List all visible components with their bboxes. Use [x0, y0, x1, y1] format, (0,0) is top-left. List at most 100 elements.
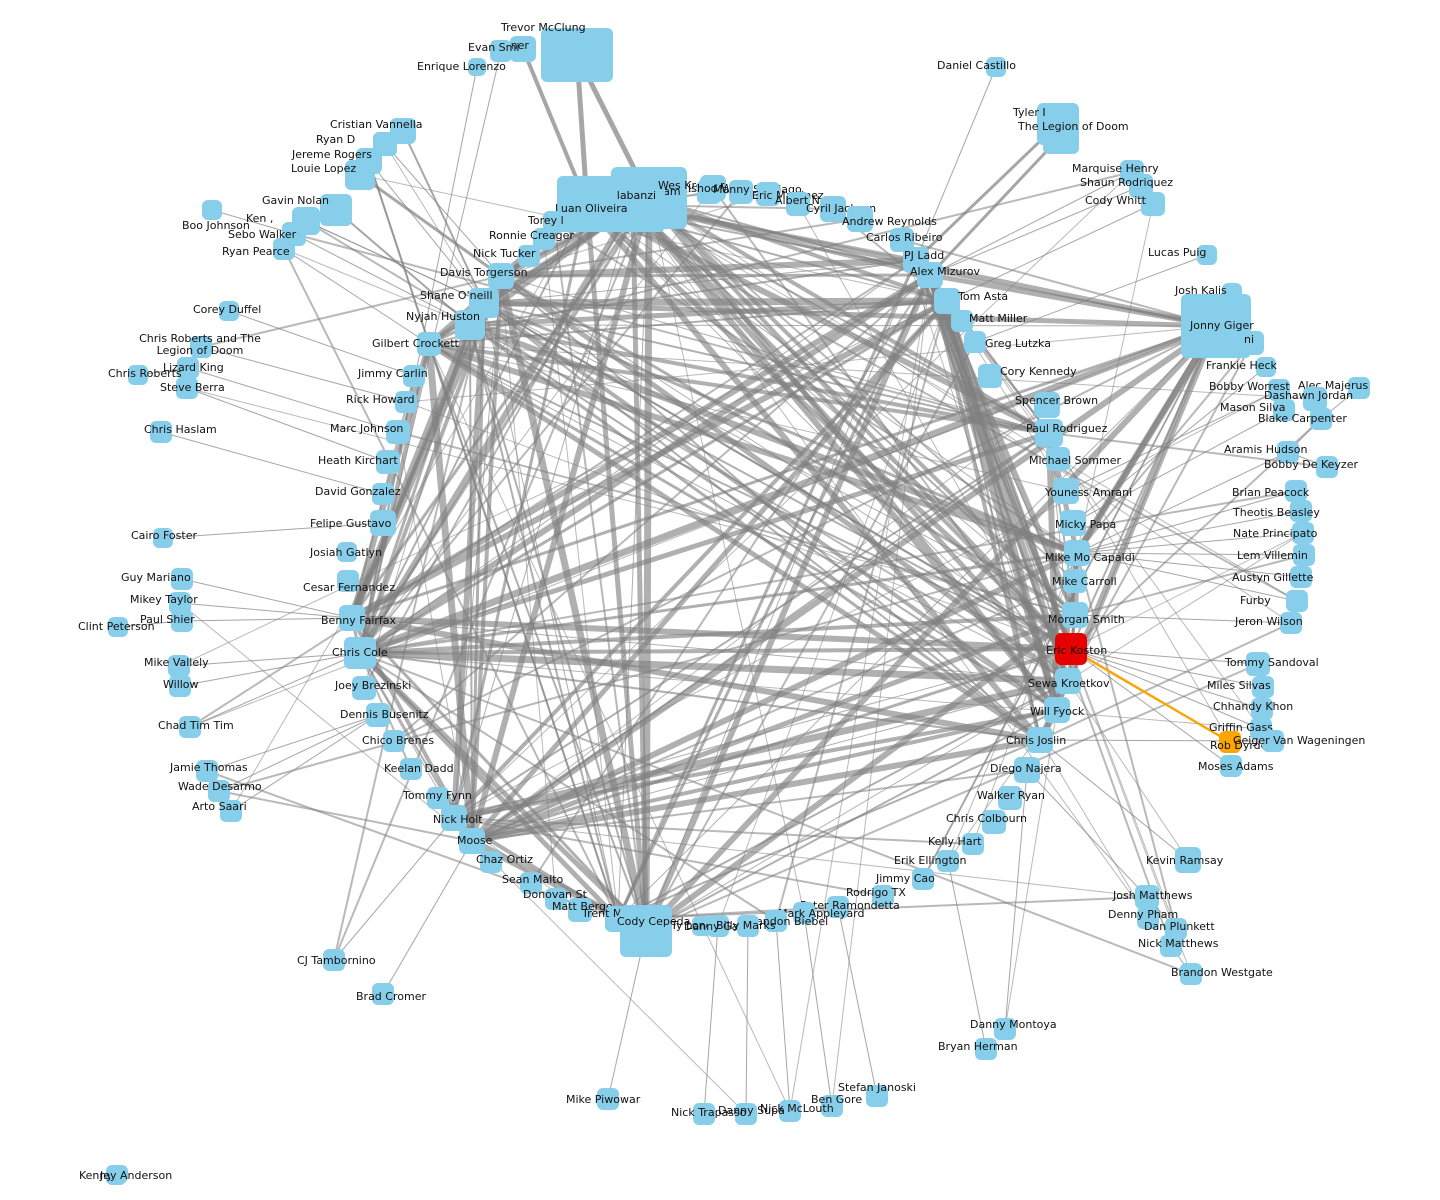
graph-node-chhandy-khon[interactable] [1251, 698, 1273, 720]
graph-node-jimmy-cao[interactable] [912, 868, 934, 890]
graph-node-donovan-st[interactable] [545, 888, 567, 910]
graph-node-gilbert-crockett[interactable] [417, 332, 441, 356]
graph-node-billy-marks[interactable] [737, 915, 759, 937]
graph-node-chico-brenes[interactable] [383, 730, 405, 752]
graph-node-geiger-van-wageningen[interactable] [1262, 730, 1284, 752]
graph-node-danny-garcia[interactable] [707, 915, 729, 937]
graph-node-luan-oliveira[interactable] [557, 176, 617, 232]
graph-node-nyjah-huston[interactable] [455, 310, 485, 340]
graph-node-rob-dyrdek[interactable] [1219, 731, 1241, 753]
graph-node-alec-majerus[interactable] [1348, 377, 1370, 399]
graph-node-tom-asta[interactable] [934, 288, 960, 314]
graph-node-keelan-dadd[interactable] [400, 758, 422, 780]
graph-node-heath-kirchart[interactable] [376, 450, 400, 474]
graph-node-nick-holt[interactable] [441, 805, 467, 831]
graph-node-youness-amrani[interactable] [1053, 478, 1079, 504]
graph-node-albert-nyberg[interactable] [786, 192, 810, 216]
graph-node-ryan-pearce[interactable] [273, 238, 295, 260]
graph-node-cesar-fernandez[interactable] [337, 570, 359, 592]
graph-node-ben-gore[interactable] [821, 1095, 843, 1117]
graph-node-will-fyock[interactable] [1044, 697, 1070, 723]
graph-node-ishod-wair[interactable] [697, 180, 721, 204]
graph-node-rodrigo-tx[interactable] [872, 885, 894, 907]
graph-node-bobby-worrest[interactable] [1268, 379, 1290, 401]
graph-node-blake-carpenter[interactable] [1310, 408, 1332, 430]
graph-node-steve-berra[interactable] [176, 377, 198, 399]
graph-node-mikey-taylor[interactable] [169, 592, 191, 614]
graph-node-cairo-foster[interactable] [153, 528, 173, 548]
graph-node-manny-santiago[interactable] [729, 180, 753, 204]
graph-node-tanner[interactable] [510, 36, 536, 62]
graph-node-daniel-castillo[interactable] [986, 57, 1006, 77]
graph-node-theotis-beasley[interactable] [1290, 500, 1312, 522]
graph-node-nick-tucker[interactable] [518, 245, 540, 267]
graph-node-amrani-right[interactable] [1240, 331, 1264, 355]
graph-node-chris-roberts-legion[interactable] [190, 336, 212, 358]
graph-node-legion-of-doom[interactable] [1043, 118, 1079, 154]
graph-node-paul-rodriguez[interactable] [1035, 419, 1063, 447]
graph-node-brian-peacock[interactable] [1285, 480, 1307, 502]
graph-node-kelly-hart[interactable] [962, 833, 984, 855]
graph-node-cory-kennedy[interactable] [978, 364, 1002, 388]
graph-node-gavin-nolan[interactable] [320, 194, 352, 226]
graph-node-dashawn-jordan[interactable] [1303, 387, 1327, 411]
graph-node-brandon-westgate[interactable] [1180, 963, 1202, 985]
graph-node-chris-joslin[interactable] [1027, 727, 1053, 753]
graph-node-cj-tambornino[interactable] [323, 949, 345, 971]
graph-node-stefan-janoski[interactable] [866, 1085, 888, 1107]
graph-node-arto-saari[interactable] [220, 800, 242, 822]
graph-node-evan-smith[interactable] [490, 40, 512, 62]
graph-node-andrew-reynolds[interactable] [847, 206, 873, 232]
graph-node-aramis-hudson[interactable] [1277, 441, 1299, 463]
graph-node-bryan-herman[interactable] [975, 1038, 997, 1060]
graph-node-sewa-kroetkov[interactable] [1055, 668, 1081, 694]
graph-node-clint-peterson[interactable] [108, 617, 128, 637]
graph-node-mike-piwowar[interactable] [597, 1088, 619, 1110]
graph-node-lucas-puig[interactable] [1197, 245, 1217, 265]
graph-node-miles-silvas[interactable] [1252, 676, 1274, 698]
graph-node-danny-supa[interactable] [735, 1103, 757, 1125]
graph-node-frankie-heck[interactable] [1256, 357, 1276, 377]
graph-node-mike-mo-capaldi[interactable] [1064, 540, 1090, 566]
graph-node-nick-matthews[interactable] [1160, 935, 1182, 957]
graph-node-michael-sommer[interactable] [1046, 447, 1070, 471]
graph-node-nate-principato[interactable] [1292, 522, 1314, 544]
graph-node-lem-villemin[interactable] [1293, 544, 1315, 566]
graph-node-tommy-sandoval[interactable] [1246, 652, 1270, 676]
graph-node-greg-lutzka[interactable] [964, 331, 986, 353]
graph-node-jonny-giger[interactable] [1181, 294, 1251, 358]
graph-node-rick-howard[interactable] [395, 391, 417, 413]
graph-node-benny-fairfax[interactable] [339, 605, 365, 631]
graph-node-josh-matthews[interactable] [1135, 885, 1159, 909]
graph-node-jamie-thomas[interactable] [196, 760, 218, 782]
graph-node-louie-lopez[interactable] [345, 160, 375, 190]
graph-node-kevin-ramsay[interactable] [1175, 847, 1201, 873]
graph-node-mike-carroll[interactable] [1063, 569, 1087, 593]
graph-node-paul-shier[interactable] [171, 610, 193, 632]
graph-node-davis-torgerson[interactable] [488, 263, 514, 289]
graph-node-jeron-wilson[interactable] [1280, 612, 1302, 634]
graph-node-moses-adams[interactable] [1220, 755, 1242, 777]
graph-node-dennis-busenitz[interactable] [366, 703, 390, 727]
graph-node-furby[interactable] [1286, 590, 1308, 612]
graph-node-boo-johnson[interactable] [202, 200, 222, 220]
graph-node-torey[interactable] [543, 211, 565, 233]
graph-node-cody-whitt[interactable] [1141, 192, 1165, 216]
graph-node-mason-silva[interactable] [1273, 399, 1295, 421]
graph-node-jey-anderson[interactable] [110, 1165, 128, 1183]
graph-node-lizard-king[interactable] [177, 357, 199, 379]
graph-node-spencer-brown[interactable] [1034, 392, 1060, 418]
graph-node-brad-cromer[interactable] [372, 983, 394, 1005]
graph-node-enrique-lorenzo[interactable] [468, 58, 486, 76]
graph-node-chris-colbourn[interactable] [982, 810, 1006, 834]
graph-node-trevor-mcclung[interactable] [541, 28, 613, 82]
graph-node-mark-appleyard[interactable] [793, 902, 815, 924]
graph-node-matt-miller[interactable] [951, 310, 973, 332]
graph-node-nick-trapasso[interactable] [693, 1103, 715, 1125]
graph-node-marc-johnson[interactable] [386, 420, 410, 444]
graph-node-chris-cole[interactable] [344, 637, 376, 669]
graph-node-dan-plunkett[interactable] [1165, 918, 1187, 940]
graph-node-morgan-smith[interactable] [1062, 602, 1088, 628]
graph-node-danny-montoya[interactable] [994, 1018, 1016, 1040]
graph-node-matt-bergey[interactable] [568, 898, 592, 922]
